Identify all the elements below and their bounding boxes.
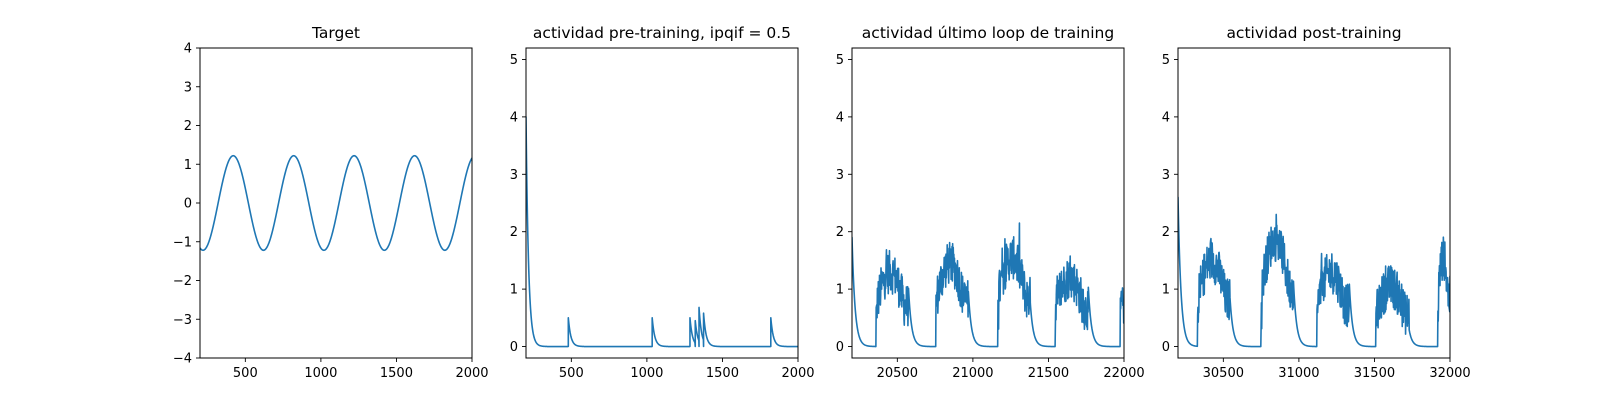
subplot-post-training-ytick-label: 2 <box>1162 225 1170 240</box>
subplot-ultimo-loop-ytick-label: 0 <box>836 340 844 355</box>
subplot-target-title: Target <box>311 24 360 42</box>
subplot-ultimo-loop-xtick-label: 20500 <box>877 366 918 381</box>
subplot-target-ytick-label: 3 <box>184 80 192 95</box>
subplot-ultimo-loop-axes-frame <box>851 47 1125 359</box>
subplot-post-training-ytick-label: 4 <box>1162 110 1170 125</box>
subplot-post-training-ytick-label: 0 <box>1162 340 1170 355</box>
subplot-pre-training-xtick-label: 1000 <box>630 366 663 381</box>
subplot-target-ytick-label: 4 <box>184 42 192 57</box>
subplot-post-training: actividad post-training 30500 31000 31500 3… <box>1162 24 1471 381</box>
subplot-pre-training-xtick-label: 500 <box>559 366 584 381</box>
subplot-target-ytick-label: 0 <box>184 197 192 212</box>
subplot-ultimo-loop-ytick-label: 4 <box>836 110 844 125</box>
subplot-pre-training: actividad pre-training, ipqif = 0.5 500 1… <box>510 24 815 381</box>
subplot-target-ytick-label: −2 <box>173 274 192 289</box>
subplot-target-ytick-label: −4 <box>173 352 192 367</box>
subplot-pre-training-ytick-label: 3 <box>510 168 518 183</box>
subplot-post-training-ytick-label: 3 <box>1162 168 1170 183</box>
subplot-pre-training-title: actividad pre-training, ipqif = 0.5 <box>533 24 791 42</box>
subplot-post-training-ytick-label: 5 <box>1162 53 1170 68</box>
subplot-post-training-xtick-label: 30500 <box>1203 366 1244 381</box>
subplot-post-training-series-line <box>1178 196 1450 348</box>
subplot-post-training-xtick-label: 31000 <box>1278 366 1319 381</box>
subplot-pre-training-xtick-label: 2000 <box>781 366 814 381</box>
subplot-pre-training-ytick-label: 2 <box>510 225 518 240</box>
subplot-target-xtick-label: 1000 <box>304 366 337 381</box>
subplot-post-training-title: actividad post-training <box>1226 24 1401 42</box>
subplot-pre-training-axes-frame <box>525 47 799 359</box>
subplot-ultimo-loop-xtick-label: 22000 <box>1103 366 1144 381</box>
subplot-ultimo-loop-xtick-label: 21500 <box>1028 366 1069 381</box>
subplot-target-xtick-label: 2000 <box>455 366 488 381</box>
subplot-ultimo-loop-ytick-label: 5 <box>836 53 844 68</box>
subplot-target-ytick-label: 1 <box>184 158 192 173</box>
subplot-ultimo-loop-ytick-label: 2 <box>836 225 844 240</box>
subplot-ultimo-loop-ytick-label: 1 <box>836 283 844 298</box>
subplot-ultimo-loop: actividad último loop de training 20500 2… <box>836 24 1145 381</box>
subplot-pre-training-xtick-label: 1500 <box>706 366 739 381</box>
subplot-post-training-xtick-label: 32000 <box>1429 366 1470 381</box>
subplot-target-ytick-label: −3 <box>173 313 192 328</box>
subplot-post-training-xtick-label: 31500 <box>1354 366 1395 381</box>
subplot-pre-training-ytick-label: 4 <box>510 110 518 125</box>
subplot-pre-training-ytick-label: 5 <box>510 53 518 68</box>
subplot-post-training-ytick-label: 1 <box>1162 283 1170 298</box>
subplot-ultimo-loop-series-line <box>852 222 1124 348</box>
subplot-target-ytick-label: 2 <box>184 119 192 134</box>
subplot-pre-training-ytick-label: 1 <box>510 283 518 298</box>
subplot-target: Target 500 1000 1500 2000 −4 −3 −2 −1 0 1 2 3 4 <box>173 24 489 381</box>
subplot-ultimo-loop-title: actividad último loop de training <box>862 24 1114 42</box>
subplot-target-series-line <box>200 154 472 252</box>
subplot-target-xtick-label: 1500 <box>380 366 413 381</box>
subplot-ultimo-loop-xtick-label: 21000 <box>952 366 993 381</box>
subplot-post-training-axes-frame <box>1177 47 1451 359</box>
subplot-pre-training-ytick-label: 0 <box>510 340 518 355</box>
subplot-pre-training-series-line <box>526 116 798 348</box>
subplot-target-ytick-label: −1 <box>173 235 192 250</box>
subplot-ultimo-loop-ytick-label: 3 <box>836 168 844 183</box>
subplot-target-xtick-label: 500 <box>233 366 258 381</box>
